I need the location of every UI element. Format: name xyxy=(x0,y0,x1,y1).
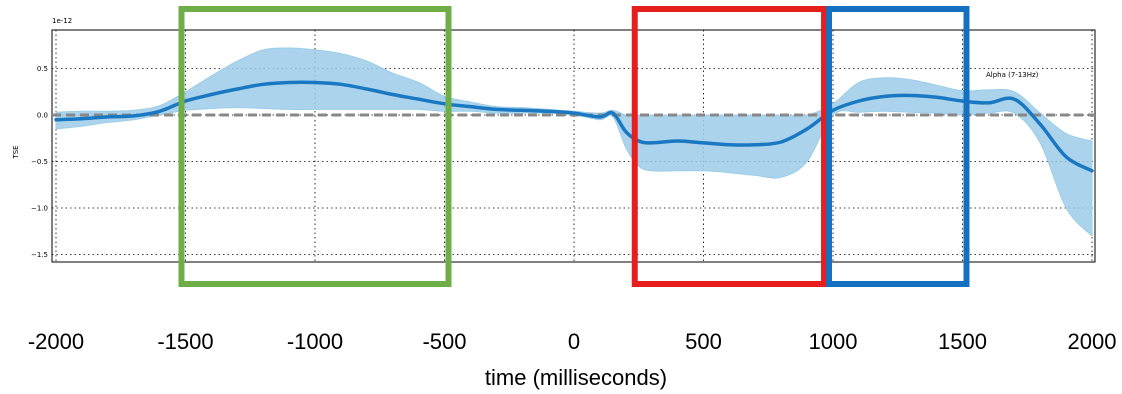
y-tick-label: 0.5 xyxy=(37,65,48,73)
x-tick-label: 1500 xyxy=(938,329,987,354)
y-axis-label: TSE xyxy=(12,145,20,159)
outer-tick-labels: -2000 -1500 -1000 -500 0 500 1000 1500 2000 xyxy=(28,329,1117,354)
y-tick-label: −1.5 xyxy=(31,251,48,259)
blue-box xyxy=(826,6,970,287)
y-tick-label: 0.0 xyxy=(37,112,48,120)
confidence-band xyxy=(55,47,1093,238)
x-tick-label: 0 xyxy=(568,329,580,354)
green-box xyxy=(178,6,452,287)
x-tick-label: 1000 xyxy=(809,329,858,354)
legend-label: Alpha (7-13Hz) xyxy=(986,71,1039,79)
x-tick-label: 500 xyxy=(685,329,722,354)
y-tick-label: −0.5 xyxy=(31,158,48,166)
x-tick-label: -2000 xyxy=(28,329,84,354)
inner-tick-labels: 0.5 0.0 −0.5 −1.0 −1.5 xyxy=(31,65,48,259)
x-axis-title: time (milliseconds) xyxy=(485,365,667,390)
x-tick-label: 2000 xyxy=(1068,329,1117,354)
mean-line xyxy=(54,80,1094,173)
confidence-band-layer xyxy=(55,47,1093,238)
scale-label: 1e-12 xyxy=(52,17,72,25)
mean-line-layer xyxy=(54,80,1094,173)
x-tick-label: -1000 xyxy=(287,329,343,354)
red-box xyxy=(631,6,828,287)
x-tick-label: -500 xyxy=(422,329,466,354)
highlight-box-layer xyxy=(178,6,970,287)
y-tick-label: −1.0 xyxy=(31,205,48,213)
plot-frame xyxy=(51,29,1096,263)
x-tick-label: -1500 xyxy=(157,329,213,354)
